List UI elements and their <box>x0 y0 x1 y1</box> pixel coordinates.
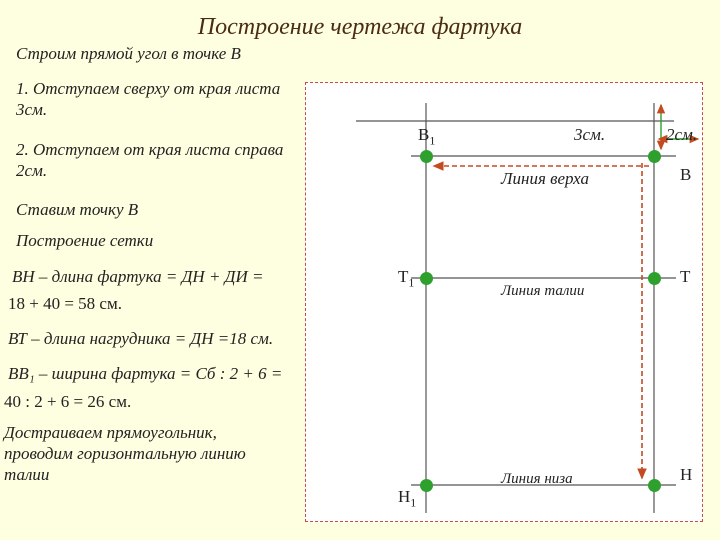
subtitle: Строим прямой угол в точке В <box>16 44 241 64</box>
step-2: 2. Отступаем от края листа справа 2см. <box>16 139 286 182</box>
step-4: Построение сетки <box>16 230 286 251</box>
instructions-panel: 1. Отступаем сверху от края листа 3см. 2… <box>16 78 286 494</box>
label-b: В <box>680 165 691 185</box>
point-b1 <box>420 150 433 163</box>
label-t: Т <box>680 267 690 287</box>
label-ln: Линия низа <box>501 471 573 488</box>
point-t <box>648 272 661 285</box>
point-h <box>648 479 661 492</box>
point-t1 <box>420 272 433 285</box>
step-1: 1. Отступаем сверху от края листа 3см. <box>16 78 286 121</box>
diagram-svg <box>306 83 704 523</box>
step-5: ВН – длина фартука = ДН + ДИ = <box>12 266 286 287</box>
step-9: 40 : 2 + 6 = 26 см. <box>4 391 286 412</box>
label-t1: Т1 <box>398 267 414 290</box>
diagram-panel: В1 3см. 2см. Линия верха В Т1 Линия тали… <box>305 82 703 522</box>
step-3: Ставим точку В <box>16 199 286 220</box>
point-h1 <box>420 479 433 492</box>
label-lv: Линия верха <box>501 169 589 189</box>
label-3cm: 3см. <box>574 125 605 145</box>
label-lt: Линия талии <box>501 283 584 300</box>
page-title: Построение чертежа фартука <box>0 14 720 41</box>
label-h1: Н1 <box>398 487 416 510</box>
label-b1: В1 <box>418 125 435 148</box>
step-7: ВТ – длина нагрудника = ДН =18 см. <box>8 328 286 349</box>
label-2cm: 2см. <box>666 125 697 145</box>
label-h: Н <box>680 465 692 485</box>
step-8: ВВ₁ – ширина фартука = Сб : 2 + 6 = <box>8 363 286 384</box>
point-b <box>648 150 661 163</box>
step-10: Достраиваем прямоугольник, проводим гори… <box>4 422 286 486</box>
step-6: 18 + 40 = 58 см. <box>8 293 286 314</box>
